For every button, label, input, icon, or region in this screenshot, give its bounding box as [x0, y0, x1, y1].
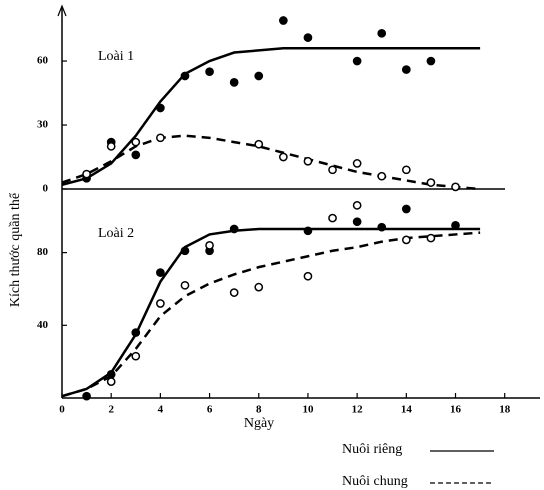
data-point [352, 201, 362, 210]
panel-label: Loài 2 [98, 226, 134, 241]
data-point [82, 169, 91, 179]
x-tick-label: 14 [401, 404, 413, 416]
y-axis-label: Kích thước quần thể [8, 192, 23, 307]
x-tick-label: 6 [207, 404, 213, 416]
data-point [156, 299, 165, 308]
data-point [328, 213, 337, 223]
data-point [279, 16, 288, 25]
x-tick-label: 12 [352, 404, 364, 416]
curve [61, 227, 481, 398]
data-point [401, 204, 411, 214]
data-point [303, 226, 313, 236]
data-point [426, 233, 436, 243]
legend-label: Nuôi chung [342, 474, 408, 489]
data-point [229, 288, 239, 297]
data-point [426, 178, 436, 187]
data-point [352, 217, 362, 227]
y-axis-arrow [57, 4, 67, 17]
data-point [180, 280, 190, 290]
data-point [205, 240, 214, 250]
data-point [254, 139, 264, 149]
data-point [106, 141, 116, 151]
data-point [401, 235, 411, 245]
data-point [131, 351, 141, 361]
curve [61, 231, 481, 398]
panel-label: Loài 1 [98, 49, 134, 64]
data-point [156, 268, 165, 277]
data-point [352, 56, 362, 66]
data-point [131, 328, 141, 337]
data-point [303, 271, 313, 281]
data-point [377, 171, 387, 181]
data-point [131, 150, 141, 160]
data-point [328, 165, 337, 175]
data-point [156, 103, 165, 113]
data-point [254, 71, 264, 81]
data-point [229, 78, 239, 87]
x-tick-label: 8 [256, 404, 262, 416]
data-point [106, 370, 116, 379]
data-point [303, 156, 313, 166]
data-point [229, 224, 239, 234]
data-point [451, 182, 460, 192]
data-point [377, 28, 387, 38]
x-tick-label: 2 [108, 404, 114, 416]
data-point [131, 137, 141, 147]
curve [61, 134, 481, 191]
data-point [303, 33, 313, 42]
data-point [156, 133, 165, 143]
y-tick-label: 80 [37, 246, 49, 258]
x-tick-label: 16 [450, 404, 462, 416]
x-tick-label: 18 [499, 404, 511, 416]
curve [61, 47, 481, 186]
data-point [180, 71, 190, 81]
y-tick-label: 40 [37, 319, 49, 331]
data-point [352, 159, 362, 168]
x-tick-label: 10 [302, 404, 314, 416]
data-point [82, 391, 91, 401]
x-axis-label: Ngày [244, 416, 274, 431]
data-point [401, 165, 411, 175]
data-point [180, 246, 190, 256]
data-point [377, 222, 387, 232]
data-point [279, 152, 288, 162]
data-point [426, 56, 436, 66]
y-tick-label: 30 [37, 119, 49, 131]
data-point [401, 65, 411, 74]
data-point [254, 282, 264, 292]
legend-label: Nuôi riêng [342, 442, 402, 457]
y-tick-label: 0 [43, 183, 49, 195]
x-tick-label: 4 [158, 404, 164, 416]
data-point [205, 67, 214, 77]
data-point [451, 220, 460, 230]
y-tick-label: 60 [37, 55, 49, 67]
data-point [106, 377, 116, 386]
x-tick-label: 0 [59, 404, 65, 416]
